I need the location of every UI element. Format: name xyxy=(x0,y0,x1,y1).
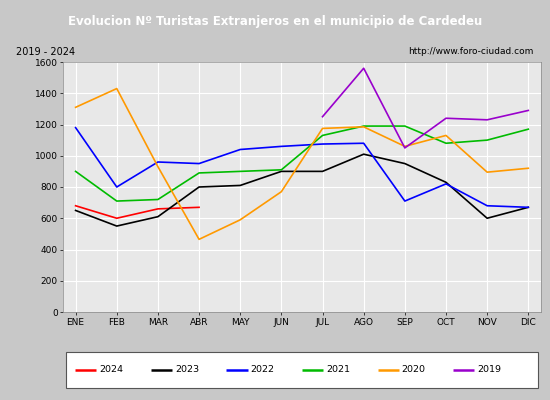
Text: 2019 - 2024: 2019 - 2024 xyxy=(16,47,75,57)
Text: 2021: 2021 xyxy=(326,366,350,374)
Text: Evolucion Nº Turistas Extranjeros en el municipio de Cardedeu: Evolucion Nº Turistas Extranjeros en el … xyxy=(68,14,482,28)
Text: 2019: 2019 xyxy=(477,366,501,374)
Text: 2022: 2022 xyxy=(251,366,274,374)
Text: http://www.foro-ciudad.com: http://www.foro-ciudad.com xyxy=(408,47,534,56)
Text: 2023: 2023 xyxy=(175,366,199,374)
Text: 2024: 2024 xyxy=(100,366,123,374)
FancyBboxPatch shape xyxy=(65,352,538,388)
Text: 2020: 2020 xyxy=(402,366,426,374)
